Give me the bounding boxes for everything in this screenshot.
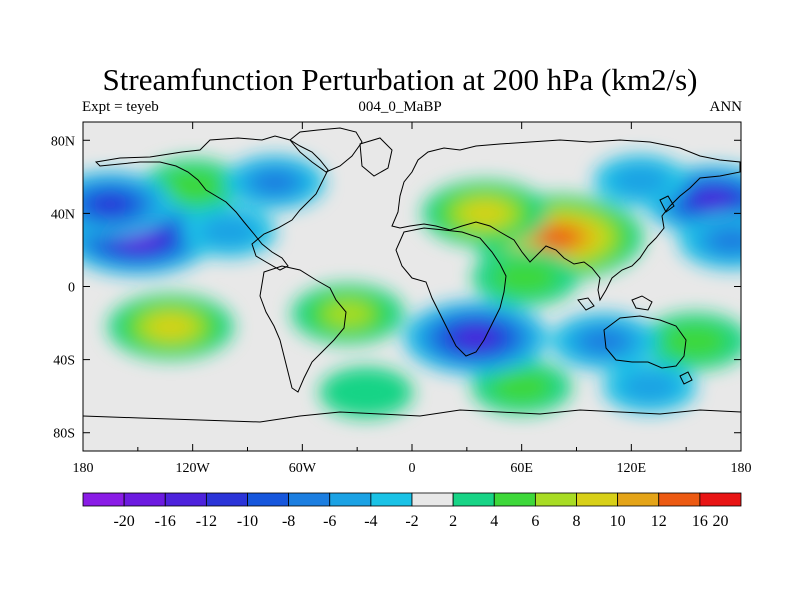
contour-cell — [662, 323, 729, 359]
contour-cell — [490, 370, 553, 404]
colorbar-label: -12 — [196, 513, 217, 530]
contour-cell — [463, 202, 507, 225]
x-tick-label: 60W — [289, 461, 317, 476]
colorbar-label: 8 — [573, 513, 581, 530]
x-tick-label: 180 — [73, 461, 94, 476]
contour-cell — [696, 192, 731, 210]
colorbar-cell — [329, 492, 372, 507]
colorbar-label: -10 — [237, 513, 258, 530]
colorbar-label: 2 — [449, 513, 457, 530]
colorbar-label: 12 — [651, 513, 667, 530]
colorbar-cell — [205, 492, 248, 507]
y-tick-label: 80S — [53, 427, 75, 442]
y-tick-label: 80N — [51, 134, 75, 149]
colorbar-cell — [699, 492, 742, 507]
colorbar-cell — [164, 492, 207, 507]
experiment-label: Expt = teyeb — [82, 99, 159, 115]
contour-cell — [611, 164, 670, 197]
colorbar-cell — [658, 492, 701, 507]
colorbar-cell — [576, 492, 619, 507]
y-tick-label: 40N — [51, 207, 75, 222]
case-label: 004_0_MaBP — [358, 99, 442, 115]
colorbar-label: -6 — [323, 513, 336, 530]
colorbar-cell — [288, 492, 331, 507]
colorbar-label: -20 — [113, 513, 134, 530]
coastlines — [83, 127, 741, 423]
y-tick-label: 40S — [53, 354, 75, 369]
colorbar-cell — [123, 492, 166, 507]
colorbar-cell — [82, 492, 125, 507]
colorbar-cell — [617, 492, 660, 507]
contour-cell — [319, 366, 414, 419]
contour-cell — [200, 215, 259, 248]
contour-cell — [580, 328, 628, 354]
contour-cell — [161, 169, 224, 203]
colorbar-label: 10 — [610, 513, 626, 530]
colorbar-cell — [452, 492, 495, 507]
colorbar-label: -4 — [364, 513, 377, 530]
colorbar-cell — [534, 492, 577, 507]
x-tick-label: 60E — [510, 461, 533, 476]
colorbar-label: 20 — [712, 513, 728, 530]
colorbar-label: 16 — [692, 513, 708, 530]
longitude-axis: 180 120W 60W 0 60E 120E 180 — [73, 122, 752, 476]
contour-cell — [492, 259, 559, 295]
x-tick-label: 180 — [731, 461, 752, 476]
contour-fields — [83, 154, 741, 419]
contour-cell — [620, 371, 679, 403]
colorbar-label: 4 — [490, 513, 498, 530]
season-label: ANN — [709, 99, 743, 115]
contour-cell — [322, 300, 374, 328]
colorbar-cell — [493, 492, 536, 507]
colorbar-cell — [370, 492, 413, 507]
x-tick-label: 120E — [617, 461, 647, 476]
contour-cell — [148, 315, 193, 339]
colorbar-cell — [247, 492, 290, 507]
y-tick-label: 0 — [68, 281, 75, 296]
contour-cell — [537, 226, 579, 248]
colorbar-cell — [411, 492, 454, 507]
colorbar-label: 6 — [531, 513, 539, 530]
contour-cell — [458, 328, 494, 347]
page-title: Streamfunction Perturbation at 200 hPa (… — [102, 62, 698, 97]
x-tick-label: 0 — [409, 461, 416, 476]
x-tick-label: 120W — [176, 461, 211, 476]
contour-cell — [92, 194, 129, 214]
contour-cell — [252, 170, 298, 195]
colorbar-label: -2 — [405, 513, 418, 530]
contour-cell — [708, 228, 741, 254]
colorbar-label: -8 — [282, 513, 295, 530]
colorbar-label: -16 — [155, 513, 176, 530]
latitude-axis: 80N 40N 0 40S 80S — [51, 134, 741, 442]
